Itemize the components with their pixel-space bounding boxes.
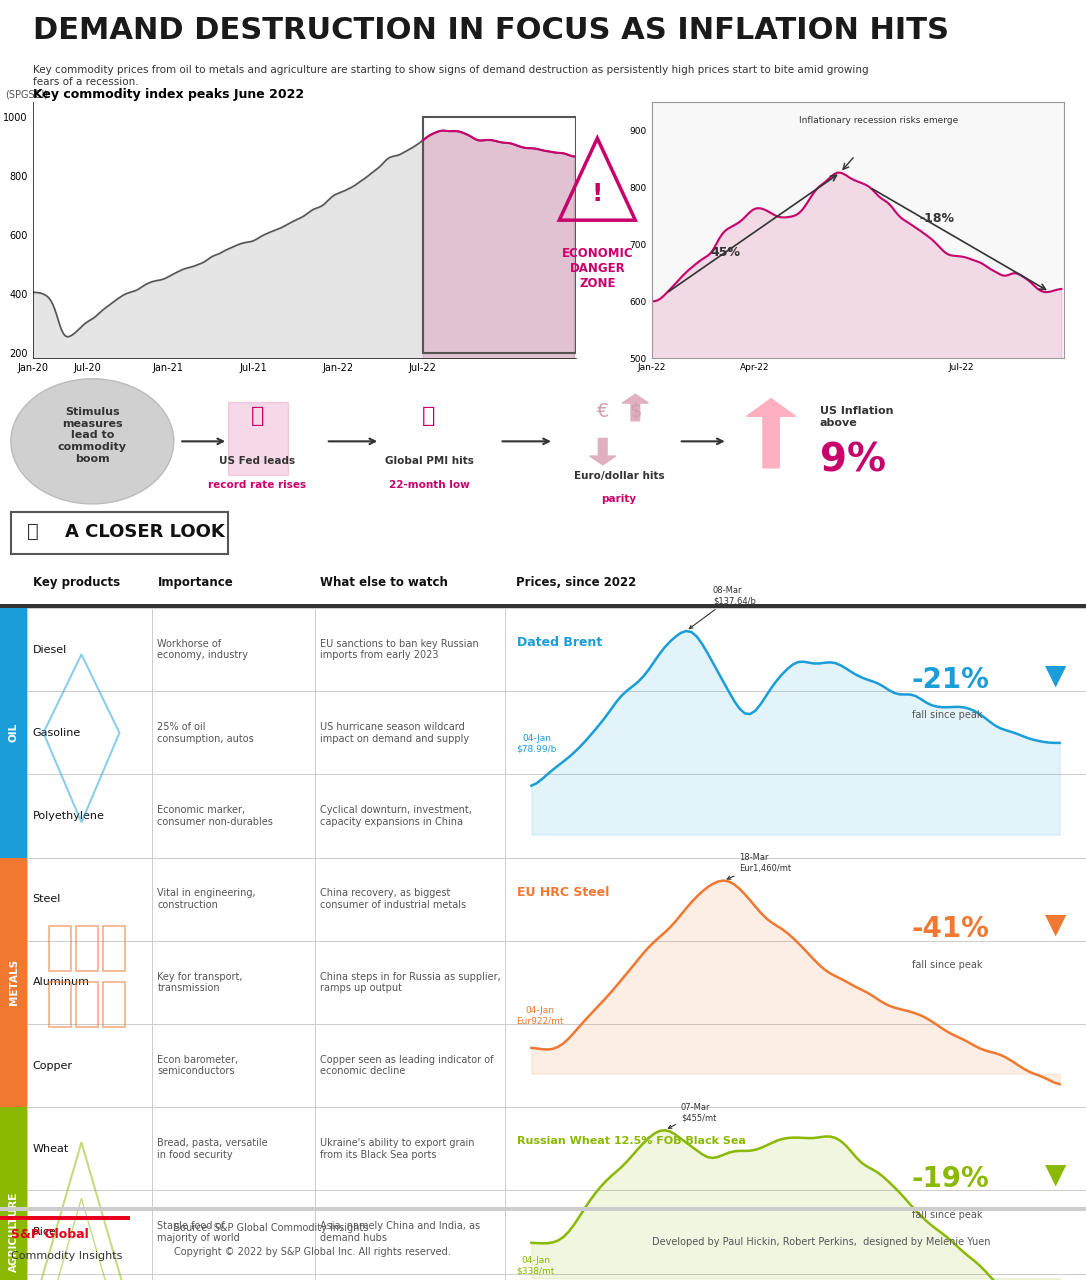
Text: Global PMI hits: Global PMI hits [384, 456, 473, 466]
Text: What else to watch: What else to watch [320, 576, 449, 589]
Text: Source: S&P Global Commodity Insights: Source: S&P Global Commodity Insights [174, 1222, 368, 1233]
Text: 45%: 45% [710, 246, 741, 259]
Text: 25% of oil
consumption, autos: 25% of oil consumption, autos [157, 722, 254, 744]
Text: US Inflation
above: US Inflation above [820, 406, 894, 428]
Text: 07-Mar
$455/mt: 07-Mar $455/mt [668, 1103, 716, 1128]
Bar [0, 858, 27, 1107]
Text: Copper: Copper [33, 1061, 73, 1070]
Text: Cyclical downturn, investment,
capacity expansions in China: Cyclical downturn, investment, capacity … [320, 805, 472, 827]
Text: 9%: 9% [820, 442, 886, 480]
Text: EU sanctions to ban key Russian
imports from early 2023: EU sanctions to ban key Russian imports … [320, 639, 479, 660]
Text: ▼: ▼ [1046, 660, 1066, 689]
Text: Aluminum: Aluminum [33, 978, 89, 987]
Text: parity: parity [602, 494, 636, 504]
FancyArrow shape [622, 394, 648, 421]
Text: AGRICULTURE: AGRICULTURE [9, 1192, 18, 1272]
Text: fall since peak: fall since peak [912, 710, 982, 721]
Text: Copyright © 2022 by S&P Global Inc. All rights reserved.: Copyright © 2022 by S&P Global Inc. All … [174, 1247, 451, 1257]
Text: OIL: OIL [9, 723, 18, 742]
Bar [422, 116, 576, 352]
Text: 🌐: 🌐 [422, 406, 435, 426]
Bar [11, 512, 228, 554]
Text: Key products: Key products [33, 576, 119, 589]
Text: Econ barometer,
semiconductors: Econ barometer, semiconductors [157, 1055, 239, 1076]
Text: Ukraine's ability to export grain
from its Black Sea ports: Ukraine's ability to export grain from i… [320, 1138, 475, 1160]
Text: 04-Jan
$78.99/b: 04-Jan $78.99/b [517, 735, 557, 754]
Text: Key commodity index peaks June 2022: Key commodity index peaks June 2022 [33, 88, 304, 101]
Text: Importance: Importance [157, 576, 233, 589]
Text: 08-Mar
$137.64/b: 08-Mar $137.64/b [690, 586, 756, 628]
Text: US Fed leads: US Fed leads [219, 456, 295, 466]
Text: 🏛: 🏛 [251, 406, 264, 426]
Bar [103, 927, 125, 972]
Text: !: ! [592, 182, 603, 206]
Bar [76, 983, 98, 1027]
Text: ECONOMIC
DANGER
ZONE: ECONOMIC DANGER ZONE [561, 247, 633, 289]
Text: Rice: Rice [33, 1228, 56, 1236]
Text: (SPGSCI): (SPGSCI) [5, 90, 49, 100]
Text: Copper seen as leading indicator of
economic decline: Copper seen as leading indicator of econ… [320, 1055, 494, 1076]
Text: Polyethylene: Polyethylene [33, 812, 104, 820]
Text: Russian Wheat 12.5% FOB Black Sea: Russian Wheat 12.5% FOB Black Sea [517, 1135, 745, 1146]
FancyArrow shape [590, 438, 616, 465]
Text: China recovery, as biggest
consumer of industrial metals: China recovery, as biggest consumer of i… [320, 888, 467, 910]
Bar [103, 983, 125, 1027]
Text: Prices, since 2022: Prices, since 2022 [516, 576, 636, 589]
Bar [49, 927, 71, 972]
Text: 18-Mar
Eur1,460/mt: 18-Mar Eur1,460/mt [728, 854, 792, 879]
Text: A CLOSER LOOK: A CLOSER LOOK [65, 522, 225, 540]
Text: -18%: -18% [920, 212, 955, 225]
Text: $: $ [629, 402, 642, 421]
Text: METALS: METALS [9, 959, 18, 1006]
Text: S&P Global: S&P Global [11, 1228, 89, 1240]
Text: 22-month low: 22-month low [389, 480, 469, 490]
FancyArrow shape [747, 398, 795, 467]
Text: DEMAND DESTRUCTION IN FOCUS AS INFLATION HITS: DEMAND DESTRUCTION IN FOCUS AS INFLATION… [33, 17, 948, 45]
Text: China steps in for Russia as supplier,
ramps up output: China steps in for Russia as supplier, r… [320, 972, 501, 993]
Text: Stimulus
measures
lead to
commodity
boom: Stimulus measures lead to commodity boom [58, 407, 127, 463]
Text: fall since peak: fall since peak [912, 960, 982, 970]
Text: €: € [596, 402, 609, 421]
Text: ▼: ▼ [1046, 1160, 1066, 1188]
Text: fall since peak: fall since peak [912, 1210, 982, 1220]
Bar [0, 1216, 130, 1220]
Text: Wheat: Wheat [33, 1144, 68, 1153]
Text: 04-Jan
Eur922/mt: 04-Jan Eur922/mt [517, 1006, 564, 1025]
Text: EU HRC Steel: EU HRC Steel [517, 886, 609, 899]
Text: Gasoline: Gasoline [33, 728, 80, 737]
Text: Dated Brent: Dated Brent [517, 636, 602, 649]
Text: -41%: -41% [912, 915, 989, 943]
Bar [49, 983, 71, 1027]
Text: Developed by Paul Hickin, Robert Perkins,  designed by Melenie Yuen: Developed by Paul Hickin, Robert Perkins… [652, 1236, 990, 1247]
Text: US hurricane season wildcard
impact on demand and supply: US hurricane season wildcard impact on d… [320, 722, 469, 744]
Bar [228, 402, 288, 475]
Text: Workhorse of
economy, industry: Workhorse of economy, industry [157, 639, 249, 660]
Text: Staple food of
majority of world: Staple food of majority of world [157, 1221, 240, 1243]
Text: Key for transport,
transmission: Key for transport, transmission [157, 972, 243, 993]
Text: Steel: Steel [33, 895, 61, 904]
Text: 04-Jan
$338/mt: 04-Jan $338/mt [517, 1256, 555, 1275]
Text: Economic marker,
consumer non-durables: Economic marker, consumer non-durables [157, 805, 274, 827]
Text: 🔍: 🔍 [27, 522, 39, 541]
Text: Asia, namely China and India, as
demand hubs: Asia, namely China and India, as demand … [320, 1221, 480, 1243]
Bar [0, 1107, 27, 1280]
Text: Commodity Insights: Commodity Insights [11, 1251, 123, 1261]
Bar [0, 608, 27, 858]
Bar [0, 604, 1086, 608]
Text: ▼: ▼ [1046, 910, 1066, 938]
Text: record rate rises: record rate rises [209, 480, 306, 490]
Text: -19%: -19% [912, 1165, 989, 1193]
Text: Inflationary recession risks emerge: Inflationary recession risks emerge [799, 116, 958, 125]
Text: -21%: -21% [912, 666, 989, 694]
Ellipse shape [11, 379, 174, 504]
Text: Diesel: Diesel [33, 645, 67, 654]
Text: Vital in engineering,
construction: Vital in engineering, construction [157, 888, 256, 910]
Text: Euro/dollar hits: Euro/dollar hits [573, 471, 665, 481]
Text: Bread, pasta, versatile
in food security: Bread, pasta, versatile in food security [157, 1138, 268, 1160]
Bar [76, 927, 98, 972]
Text: Key commodity prices from oil to metals and agriculture are starting to show sig: Key commodity prices from oil to metals … [33, 65, 868, 87]
